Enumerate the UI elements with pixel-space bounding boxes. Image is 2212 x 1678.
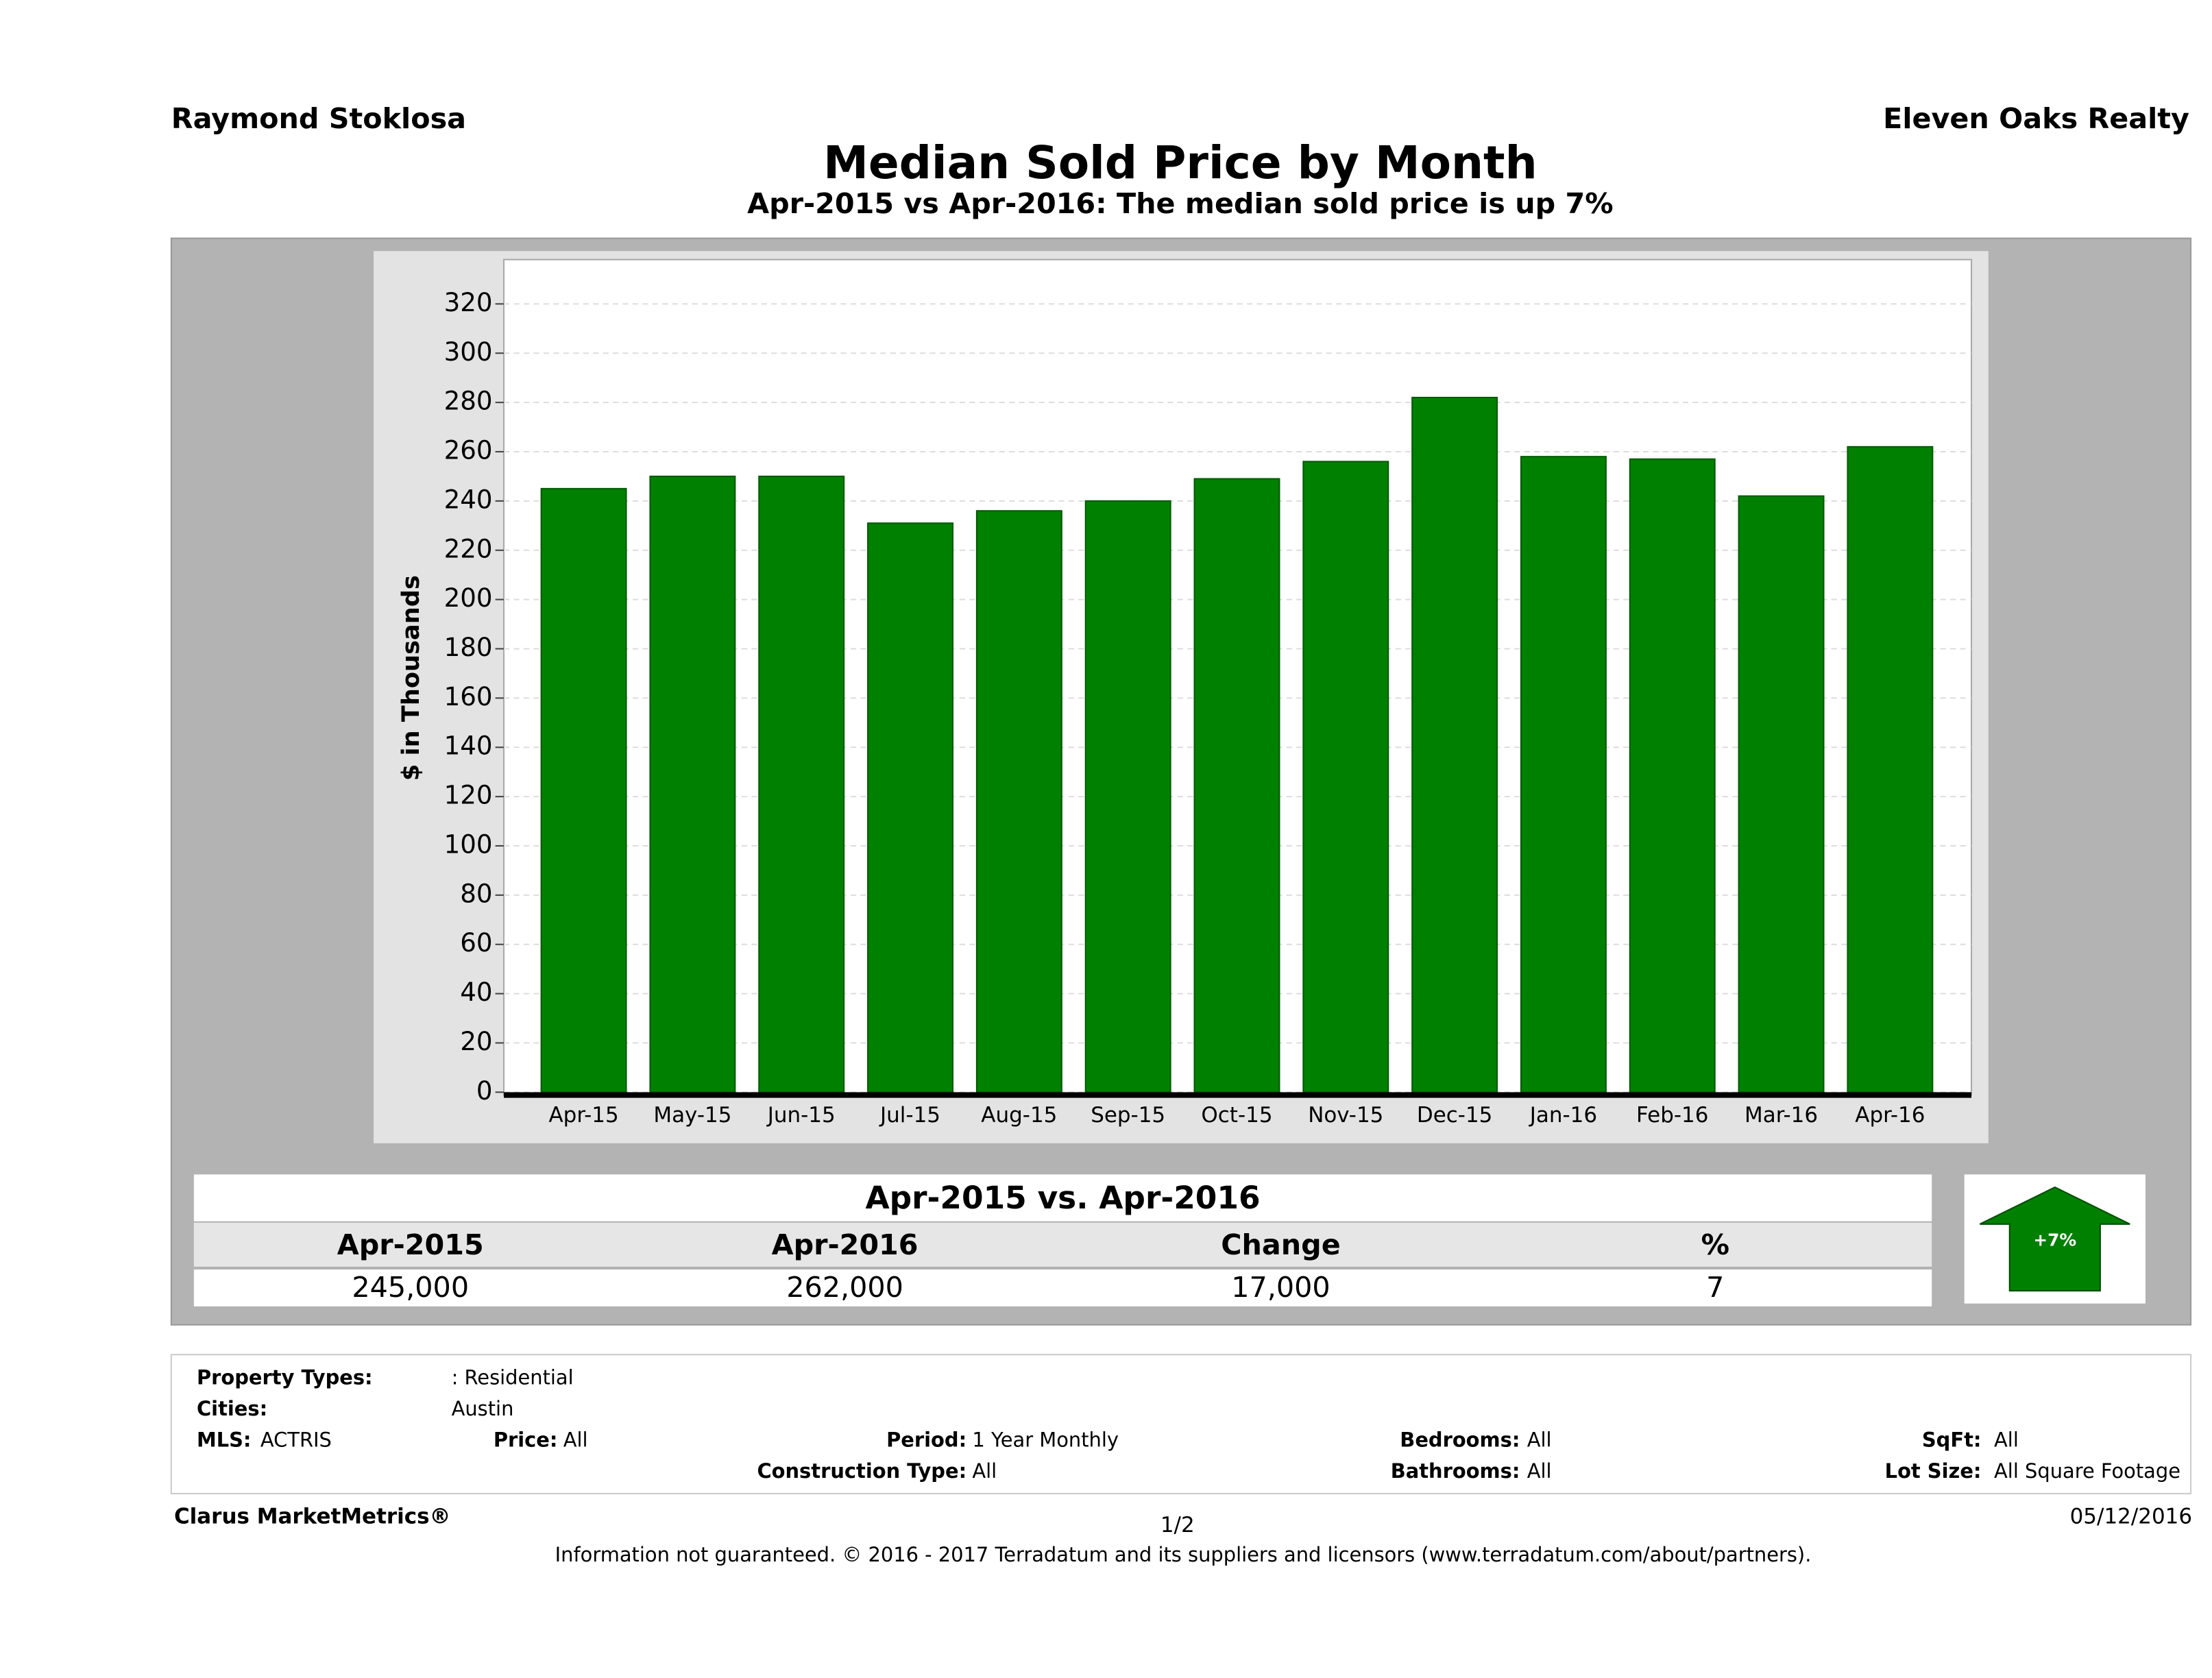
y-tick-label: 40	[460, 977, 492, 1007]
filter-value: : Residential	[452, 1365, 574, 1389]
summary-header: %	[1701, 1228, 1729, 1261]
y-tick-label: 320	[444, 287, 493, 317]
brand: Clarus MarketMetrics®	[174, 1505, 451, 1529]
y-tick-label: 160	[444, 681, 493, 712]
summary-title-row	[193, 1174, 1932, 1221]
filter-label: Cities:	[197, 1397, 267, 1420]
filter-label: Price:	[494, 1428, 558, 1451]
filter-label: Property Types:	[197, 1365, 373, 1389]
filter-value: All Square Footage	[1994, 1459, 2180, 1483]
y-tick-label: 140	[444, 731, 493, 761]
x-tick-label: Mar-16	[1745, 1103, 1818, 1128]
y-tick-label: 100	[444, 829, 493, 859]
bar	[1193, 478, 1280, 1093]
bar	[975, 510, 1062, 1093]
bar	[1847, 446, 1934, 1093]
summary-header: Apr-2016	[772, 1228, 919, 1261]
summary-value: 245,000	[352, 1271, 469, 1304]
bar	[867, 522, 953, 1093]
y-tick-label: 220	[444, 533, 493, 563]
filter-label: Bathrooms:	[1391, 1459, 1520, 1483]
chart-subtitle: Apr-2015 vs Apr-2016: The median sold pr…	[747, 187, 1614, 220]
summary-header: Apr-2015	[337, 1228, 484, 1261]
summary-value: 262,000	[786, 1271, 903, 1304]
bar	[1411, 396, 1498, 1093]
filter-value: All	[563, 1428, 588, 1451]
summary-title: Apr-2015 vs. Apr-2016	[865, 1180, 1260, 1216]
bar	[540, 487, 627, 1093]
filter-value: All	[972, 1459, 997, 1483]
summary-value: 17,000	[1231, 1271, 1330, 1304]
x-tick-label: Sep-15	[1091, 1103, 1165, 1128]
bar	[1084, 500, 1171, 1093]
x-tick-label: Nov-15	[1308, 1103, 1383, 1128]
filter-value: Austin	[452, 1397, 514, 1420]
filter-label: MLS:	[197, 1428, 252, 1451]
up-arrow	[1979, 1186, 2130, 1292]
bar	[758, 475, 845, 1093]
badge-label: +7%	[2033, 1230, 2076, 1250]
x-tick-label: Apr-15	[548, 1103, 618, 1128]
summary-header: Change	[1221, 1228, 1340, 1261]
company: Eleven Oaks Realty	[1883, 102, 2189, 135]
x-tick-label: Feb-16	[1636, 1103, 1708, 1128]
bar	[1629, 458, 1716, 1093]
bar	[1302, 461, 1389, 1093]
x-tick-label: Oct-15	[1201, 1103, 1272, 1128]
filter-label: Construction Type:	[757, 1459, 967, 1483]
y-tick-label: 0	[476, 1075, 493, 1106]
y-tick-label: 80	[460, 878, 492, 908]
y-tick-label: 200	[444, 583, 493, 613]
x-tick-label: Apr-16	[1855, 1103, 1925, 1128]
x-tick-label: May-15	[653, 1103, 731, 1128]
y-tick-label: 240	[444, 484, 493, 514]
filter-value: 1 Year Monthly	[972, 1428, 1119, 1451]
y-tick-label: 260	[444, 435, 493, 465]
y-tick-label: 180	[444, 632, 493, 662]
bar	[1738, 495, 1825, 1093]
bar	[649, 475, 736, 1093]
summary-value-row	[193, 1269, 1932, 1306]
filter-label: Period:	[886, 1428, 967, 1451]
filters-box	[170, 1354, 2192, 1495]
filter-value: All	[1994, 1428, 2019, 1451]
x-tick-label: Jul-15	[879, 1103, 940, 1128]
agent: Raymond Stoklosa	[171, 102, 466, 135]
bar	[1520, 456, 1607, 1093]
y-tick-label: 60	[460, 927, 492, 958]
filter-value: ACTRIS	[260, 1428, 332, 1451]
x-tick-label: Jun-15	[766, 1103, 836, 1128]
filter-value: All	[1527, 1459, 1552, 1483]
filter-label: Lot Size:	[1885, 1459, 1982, 1483]
filter-label: Bedrooms:	[1400, 1428, 1520, 1451]
y-tick-label: 280	[444, 386, 493, 416]
disclaimer: Information not guaranteed. © 2016 - 201…	[555, 1543, 1812, 1566]
date: 05/12/2016	[2070, 1505, 2192, 1529]
y-tick-label: 300	[444, 337, 493, 367]
page-number: 1/2	[1160, 1513, 1195, 1537]
summary: Apr-2015 245,000 Apr-2016 262,000 Change 17,0…	[337, 1228, 1729, 1304]
x-tick-label: Aug-15	[981, 1103, 1057, 1128]
y-axis-title: $ in Thousands	[397, 575, 425, 781]
x-tick-label: Jan-16	[1529, 1103, 1597, 1128]
filter-value: All	[1527, 1428, 1552, 1451]
chart-title: Median Sold Price by Month	[823, 136, 1538, 189]
x-tick-label: Dec-15	[1417, 1103, 1492, 1128]
y-tick-label: 20	[460, 1026, 492, 1056]
y-tick-label: 120	[444, 780, 493, 810]
summary-header-row	[193, 1222, 1932, 1267]
filter-label: SqFt:	[1922, 1428, 1982, 1451]
summary-value: 7	[1706, 1271, 1724, 1304]
